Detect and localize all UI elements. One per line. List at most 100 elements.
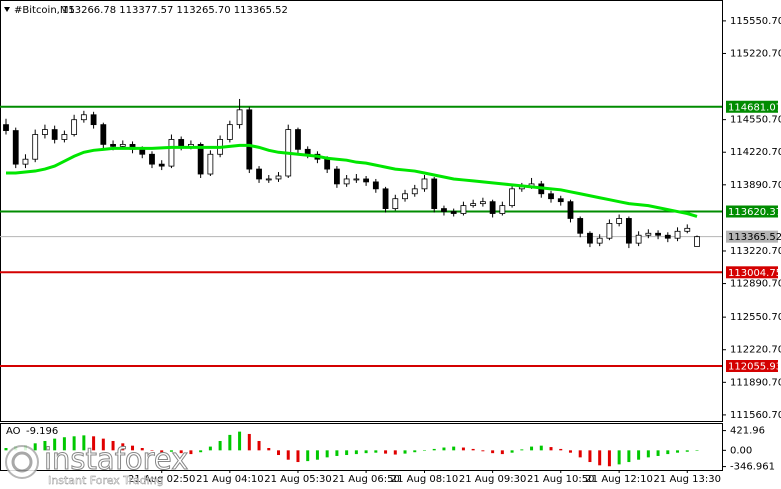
ao-bar bbox=[500, 450, 504, 455]
logo-ring bbox=[11, 451, 33, 473]
watermark-brand: instaforex bbox=[44, 442, 188, 476]
ao-bar bbox=[666, 450, 670, 455]
candle-body bbox=[363, 178, 369, 183]
ao-bar bbox=[374, 450, 378, 453]
y-tick-label: 112550.70 bbox=[730, 312, 781, 323]
ao-bar bbox=[432, 448, 436, 451]
y-tick-label: 111890.70 bbox=[730, 377, 781, 388]
candle-body bbox=[625, 218, 632, 244]
candle-body bbox=[158, 163, 165, 167]
ao-bar bbox=[150, 450, 154, 451]
candle-body bbox=[664, 234, 671, 239]
candle-body bbox=[168, 139, 175, 167]
ao-bar bbox=[617, 450, 621, 465]
candle-body bbox=[489, 201, 496, 214]
ao-bar bbox=[238, 431, 242, 451]
x-tick-label: 21 Aug 02:50 bbox=[128, 474, 195, 485]
watermark bbox=[5, 445, 39, 479]
ao-bar bbox=[247, 433, 251, 451]
ao-bar bbox=[549, 447, 553, 451]
candle-body bbox=[226, 124, 233, 140]
x-tick-label: 21 Aug 06:50 bbox=[332, 474, 399, 485]
level-tag bbox=[726, 205, 778, 218]
ao-bar bbox=[588, 450, 592, 463]
ao-bar bbox=[637, 450, 641, 460]
ao-bar bbox=[208, 446, 212, 451]
candle-body bbox=[32, 134, 39, 160]
ao-bar bbox=[4, 448, 8, 451]
ao-bar bbox=[121, 443, 125, 451]
watermark-slogan: Instant Forex Trading bbox=[48, 474, 164, 487]
ao-bar bbox=[559, 448, 563, 451]
ao-tick-label: 0.00 bbox=[730, 445, 752, 456]
level-tag bbox=[726, 266, 778, 279]
ao-bar bbox=[179, 450, 183, 454]
candle-body bbox=[509, 188, 515, 207]
candle-body bbox=[392, 198, 399, 209]
ao-bar bbox=[315, 450, 319, 460]
candle-body bbox=[587, 232, 593, 244]
ao-bar bbox=[267, 448, 271, 451]
candle-body bbox=[12, 130, 19, 165]
candle-body bbox=[265, 178, 272, 181]
ao-bar bbox=[189, 450, 193, 455]
ohlc-label: 113266.78 113377.57 113265.70 113365.52 bbox=[62, 5, 288, 16]
symbol: #Bitcoin,M5 bbox=[14, 5, 75, 16]
y-tick-label: 112220.70 bbox=[730, 345, 781, 356]
candle-body bbox=[256, 168, 262, 180]
ao-bar bbox=[354, 450, 358, 455]
ao-bar bbox=[530, 446, 534, 451]
y-tick-label: 112890.70 bbox=[730, 279, 781, 290]
current-price-tag bbox=[726, 230, 778, 243]
ao-bar bbox=[92, 436, 96, 451]
y-tick-label: 111560.70 bbox=[730, 410, 781, 421]
ao-bar bbox=[131, 445, 135, 451]
candle-body bbox=[567, 201, 574, 219]
moving-average bbox=[6, 143, 698, 218]
candle-body bbox=[324, 158, 331, 170]
candle-body bbox=[275, 175, 282, 180]
candle-body bbox=[431, 178, 438, 209]
ao-bar bbox=[685, 450, 689, 452]
ao-bar bbox=[578, 450, 582, 458]
ao-name: AO bbox=[6, 426, 21, 437]
ao-bar bbox=[140, 448, 144, 451]
ao-bar bbox=[384, 450, 388, 454]
candle-body bbox=[460, 205, 467, 214]
ao-bar bbox=[277, 450, 281, 456]
ao-bar bbox=[228, 434, 232, 451]
candle-body bbox=[22, 158, 29, 165]
candle-body bbox=[80, 114, 87, 121]
candle-body bbox=[42, 129, 48, 135]
ao-bar bbox=[646, 450, 650, 458]
ao-bar bbox=[72, 436, 76, 451]
x-tick-label: 21 Aug 10:50 bbox=[527, 474, 594, 485]
candle-body bbox=[402, 193, 408, 200]
candle-body bbox=[3, 124, 9, 131]
ao-bar bbox=[257, 440, 261, 451]
ao-bar bbox=[676, 450, 680, 453]
candle-body bbox=[343, 178, 350, 185]
y-tick-label: 114550.70 bbox=[730, 115, 781, 126]
candle-body bbox=[353, 178, 360, 181]
x-tick-label: 21 Aug 12:10 bbox=[585, 474, 652, 485]
candle-body bbox=[470, 203, 477, 207]
candle-body bbox=[139, 148, 146, 155]
candle-body bbox=[645, 232, 652, 236]
ao-bar bbox=[335, 450, 339, 456]
ao-bar bbox=[422, 450, 426, 451]
candle-body bbox=[110, 143, 116, 147]
ao-bar bbox=[598, 450, 602, 466]
candle-body bbox=[499, 205, 506, 214]
ao-bar bbox=[218, 440, 222, 451]
ao-bar bbox=[43, 440, 47, 451]
ao-bar bbox=[393, 450, 397, 455]
ao-bar bbox=[627, 450, 631, 463]
level-label: 113004.75 bbox=[728, 268, 781, 279]
ao-bar bbox=[160, 450, 164, 453]
candle-body bbox=[100, 124, 107, 145]
level-label: 113620.37 bbox=[728, 207, 781, 218]
candle-body bbox=[684, 227, 691, 232]
